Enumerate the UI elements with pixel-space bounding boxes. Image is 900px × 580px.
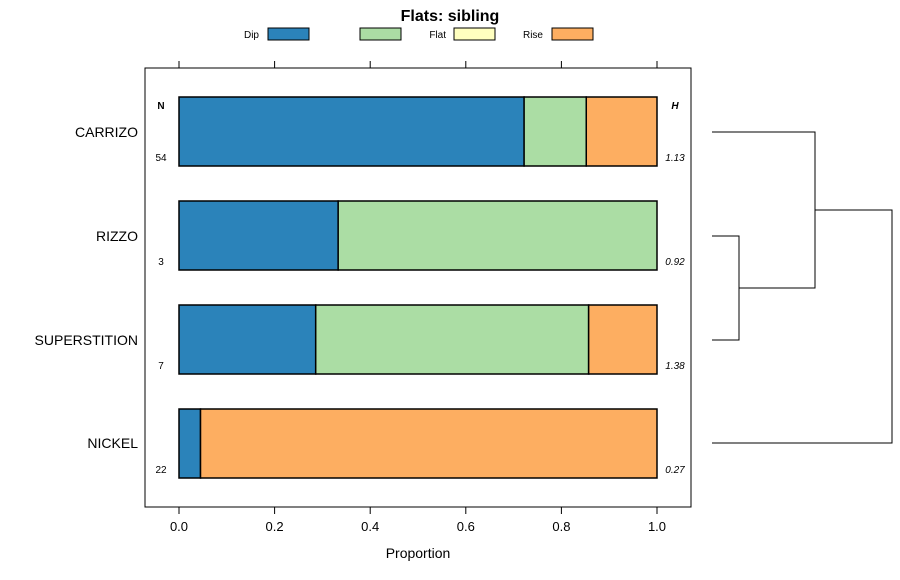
bar-nickel-dip (178, 408, 202, 479)
category-label-carrizo: CARRIZO (75, 124, 138, 140)
dendrogram-branch-carrizo (712, 131, 816, 289)
legend: DipTalfFlatRise (244, 27, 594, 41)
x-tick-label: 1.0 (648, 519, 666, 534)
x-tick-label: 0.2 (266, 519, 284, 534)
n-header: N (157, 101, 164, 112)
plot-panel-border (144, 67, 692, 508)
bar-carrizo-dip (178, 96, 525, 167)
n-value: 22 (155, 465, 167, 476)
h-header: H (671, 101, 679, 112)
legend-label-flat: Flat (429, 30, 446, 41)
h-value: 0.92 (665, 257, 685, 268)
bar-superstition-dip (178, 304, 317, 375)
bars (178, 96, 658, 479)
bar-carrizo-rise (585, 96, 658, 167)
x-tick-label: 0.4 (361, 519, 379, 534)
category-label-superstition: SUPERSTITION (35, 332, 138, 348)
x-tick-label: 0.0 (170, 519, 188, 534)
category-label-rizzo: RIZZO (96, 228, 138, 244)
bar-carrizo-talf (523, 96, 588, 167)
n-value: 7 (158, 361, 164, 372)
legend-label-rise: Rise (523, 30, 543, 41)
legend-swatch-rise (551, 27, 594, 41)
chart-title: Flats: sibling (401, 8, 500, 25)
x-tick-label: 0.6 (457, 519, 475, 534)
bar-rizzo-dip (178, 200, 339, 271)
dendrogram-branch-nickel (712, 209, 893, 444)
category-labels: CARRIZO RIZZO SUPERSTITION NICKEL (35, 124, 139, 451)
dendrogram (712, 131, 893, 444)
legend-label-dip: Dip (244, 30, 259, 41)
x-axis: 0.0 0.2 0.4 0.6 0.8 1.0 (170, 61, 666, 534)
n-h-annotations: 54 3 7 22 1.13 0.92 1.38 0.27 (155, 153, 685, 476)
legend-swatch-talf (359, 27, 402, 41)
category-label-nickel: NICKEL (87, 435, 138, 451)
x-tick-label: 0.8 (552, 519, 570, 534)
h-value: 1.13 (665, 153, 685, 164)
n-value: 3 (158, 257, 164, 268)
x-axis-title: Proportion (386, 545, 451, 561)
bar-rizzo-talf (337, 200, 658, 271)
h-value: 0.27 (665, 465, 685, 476)
h-value: 1.38 (665, 361, 685, 372)
legend-swatch-flat (453, 27, 496, 41)
dendrogram-branch-rizzo-superstition (712, 235, 740, 341)
bar-superstition-talf (314, 304, 590, 375)
bar-nickel-rise (199, 408, 658, 479)
bar-superstition-rise (587, 304, 658, 375)
n-value: 54 (155, 153, 167, 164)
legend-swatch-dip (267, 27, 310, 41)
